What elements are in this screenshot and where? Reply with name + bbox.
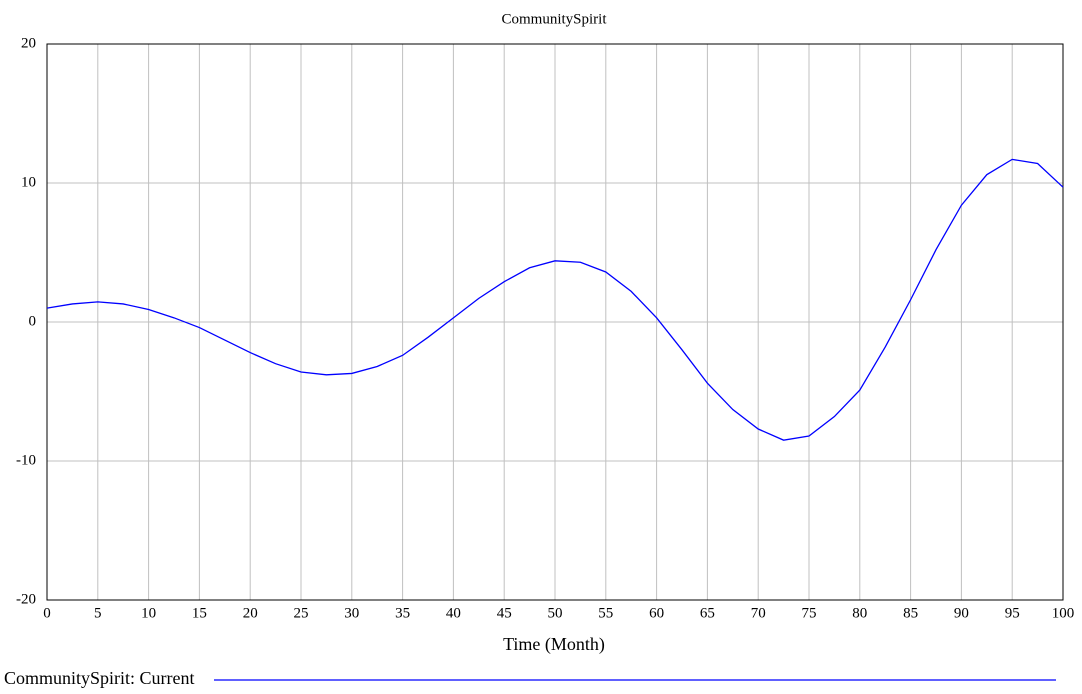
legend-label: CommunitySpirit: Current (4, 668, 195, 688)
y-tick-label: -20 (16, 591, 36, 607)
x-tick-label: 65 (700, 605, 715, 621)
x-tick-label: 90 (954, 605, 969, 621)
x-tick-label: 0 (43, 605, 51, 621)
x-tick-label: 15 (192, 605, 207, 621)
x-tick-label: 100 (1052, 605, 1075, 621)
x-tick-label: 85 (903, 605, 918, 621)
data-line (46, 158, 1064, 441)
y-tick-label: 20 (21, 35, 36, 51)
x-tick-label: 35 (395, 605, 410, 621)
x-tick-label: 70 (751, 605, 766, 621)
x-axis-label: Time (Month) (503, 634, 605, 655)
chart-title: CommunitySpirit (501, 11, 607, 27)
x-tick-label: 80 (852, 605, 867, 621)
x-tick-label: 55 (598, 605, 613, 621)
x-tick-label: 25 (294, 605, 309, 621)
y-tick-label: -10 (16, 452, 36, 468)
y-tick-label: 10 (21, 174, 36, 190)
x-tick-label: 5 (94, 605, 102, 621)
x-tick-label: 40 (446, 605, 461, 621)
x-tick-label: 60 (649, 605, 664, 621)
y-tick-label: 0 (29, 313, 37, 329)
x-tick-label: 20 (243, 605, 258, 621)
x-tick-label: 45 (497, 605, 512, 621)
x-tick-label: 50 (548, 605, 563, 621)
plot-frame (46, 43, 1064, 601)
x-tick-label: 95 (1005, 605, 1020, 621)
x-tick-label: 30 (344, 605, 359, 621)
x-tick-label: 75 (802, 605, 817, 621)
x-tick-label: 10 (141, 605, 156, 621)
